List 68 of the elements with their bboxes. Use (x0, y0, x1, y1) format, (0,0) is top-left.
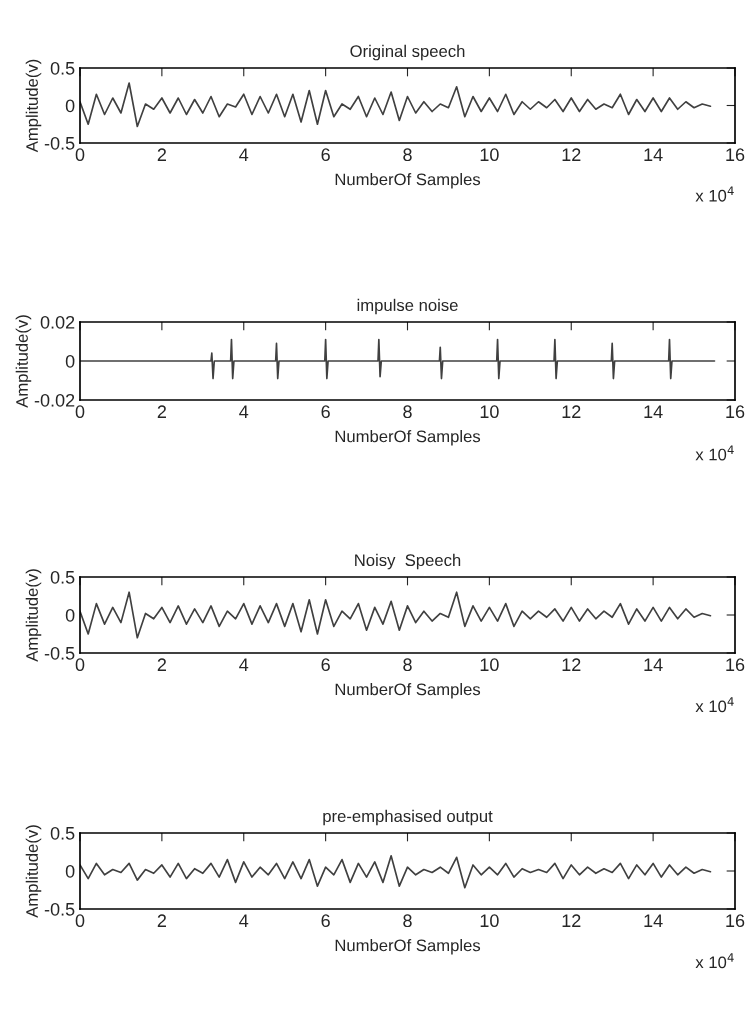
y-tick-label: 0 (65, 864, 75, 878)
x-tick-label: 0 (75, 658, 85, 672)
x-tick-label: 2 (157, 658, 166, 671)
x-tick-label: 6 (321, 658, 330, 672)
x-tick-label: 4 (239, 405, 249, 418)
line-series (80, 82, 712, 128)
text: x 10$^{4}$ (695, 697, 734, 713)
x-tick-label: 8 (403, 914, 412, 928)
y-tick-label: -0.5 (44, 902, 75, 916)
x-tick-label: 14 (644, 405, 663, 418)
text: x 10$^{4}$ (695, 953, 734, 969)
y-tick-label: -0.5 (44, 646, 75, 660)
x-tick-label: 6 (321, 914, 330, 928)
text: x 10$^{4}$ (695, 445, 734, 461)
x-axis-title: NumberOf Samples (335, 173, 481, 189)
x-tick-label: 10 (480, 405, 499, 419)
x-tick-label: 4 (239, 148, 249, 161)
y-axis-title: Amplitude(v) (25, 59, 42, 153)
x-axis-title: NumberOf Samples (335, 430, 481, 446)
y-tick-label: 0.5 (50, 826, 75, 840)
x-tick-label: 14 (644, 658, 663, 671)
chart-title: Noisy Speech (355, 553, 461, 570)
y-tick-label: 0.02 (40, 315, 75, 329)
y-axis-title: Amplitude(v) (25, 569, 42, 662)
x-tick-label: 0 (75, 405, 85, 419)
x-tick-label: 6 (321, 148, 330, 162)
x-tick-label: 2 (157, 148, 166, 161)
y-tick-label: 0.5 (50, 570, 75, 584)
y-tick-label: 0 (65, 99, 75, 113)
x-tick-label: 10 (480, 148, 499, 162)
x-tick-label: 0 (75, 148, 85, 162)
y-tick-label: -0.02 (34, 393, 75, 407)
x-tick-label: 8 (403, 148, 412, 162)
line-series (80, 338, 716, 380)
x-tick-label: 4 (239, 914, 249, 927)
y-tick-label: 0 (65, 608, 75, 622)
x-tick-label: 6 (321, 405, 330, 419)
x-tick-label: 2 (157, 405, 166, 418)
x-tick-label: 10 (480, 658, 499, 672)
text: x 10$^{4}$ (695, 186, 734, 202)
x-tick-label: 10 (480, 914, 499, 928)
x-tick-label: 12 (562, 658, 581, 671)
y-tick-label: -0.5 (44, 136, 75, 150)
y-axis-title: Amplitude(v) (15, 315, 32, 408)
x-tick-label: 4 (239, 658, 249, 671)
line-series (80, 854, 712, 889)
x-tick-label: 16 (726, 658, 745, 672)
x-axis-title: NumberOf Samples (335, 683, 481, 699)
x-tick-label: 12 (562, 148, 581, 161)
x-tick-label: 16 (726, 148, 745, 162)
x-tick-label: 16 (726, 405, 745, 419)
x-tick-label: 16 (726, 914, 745, 928)
x-tick-label: 2 (157, 914, 166, 927)
chart-title: Original speech (350, 44, 465, 61)
x-tick-label: 12 (562, 405, 581, 418)
x-tick-label: 0 (75, 914, 85, 928)
y-tick-label: 0 (65, 354, 75, 368)
chart-title: pre-emphasised output (323, 809, 493, 826)
y-tick-label: 0.5 (50, 61, 75, 75)
chart-title: impulse noise (357, 298, 458, 315)
x-tick-label: 8 (403, 405, 412, 419)
x-tick-label: 14 (644, 914, 663, 927)
x-tick-label: 12 (562, 914, 581, 927)
x-tick-label: 8 (403, 658, 412, 672)
line-series (80, 591, 712, 639)
y-axis-title: Amplitude(v) (25, 825, 42, 918)
x-axis-title: NumberOf Samples (335, 939, 481, 955)
x-tick-label: 14 (644, 148, 663, 161)
